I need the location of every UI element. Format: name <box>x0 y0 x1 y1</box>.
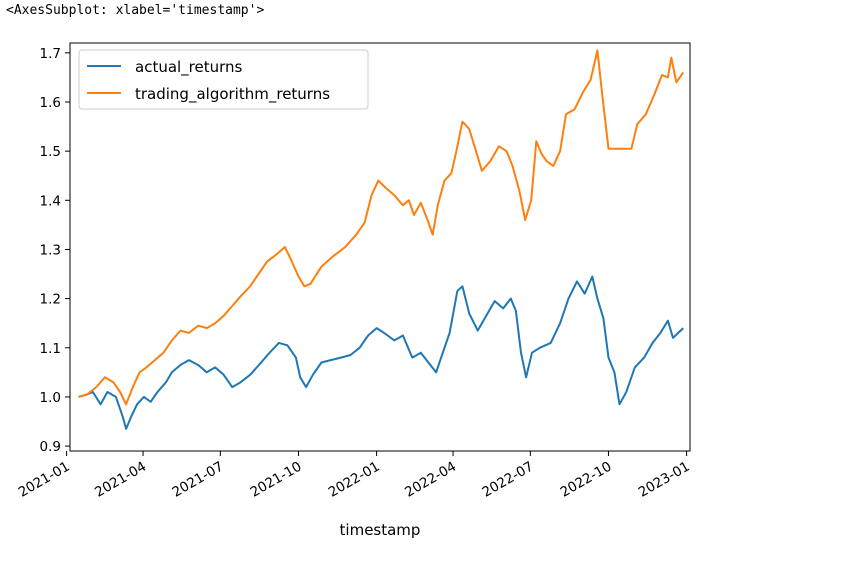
y-tick-label: 1.3 <box>40 242 61 258</box>
legend: actual_returns trading_algorithm_returns <box>78 49 369 110</box>
series-line-actual-returns <box>78 275 684 430</box>
x-axis: 2021-01 2021-04 2021-07 2021-10 2022-01 2022-… <box>16 451 693 501</box>
y-tick-label: 1.6 <box>40 95 61 111</box>
x-tick-label: 2022-04 <box>402 459 459 501</box>
x-tick-label: 2021-01 <box>16 459 73 501</box>
x-tick-label: 2022-01 <box>326 459 383 501</box>
x-tick-label: 2021-07 <box>169 459 226 501</box>
y-tick-label: 0.9 <box>40 439 61 455</box>
y-tick-label: 1.2 <box>40 292 61 308</box>
y-axis: 0.9 1.0 1.1 1.2 1.3 1.4 1.5 1.6 1.7 <box>40 46 70 455</box>
output-repr: <AxesSubplot: xlabel='timestamp'> <box>6 3 265 18</box>
series-line-trading-algorithm-returns <box>78 49 685 406</box>
x-tick-label: 2021-04 <box>92 459 149 501</box>
series-layer <box>78 49 685 430</box>
x-axis-label: timestamp <box>340 521 421 539</box>
x-tick-label: 2022-07 <box>479 459 536 501</box>
legend-label-actual-returns: actual_returns <box>135 58 243 77</box>
y-tick-label: 1.7 <box>40 46 61 62</box>
axes-frame <box>69 42 691 452</box>
y-tick-label: 1.0 <box>40 390 61 406</box>
legend-box <box>78 49 369 110</box>
x-tick-label: 2022-10 <box>558 459 615 501</box>
y-tick-label: 1.1 <box>40 341 61 357</box>
y-tick-label: 1.5 <box>40 144 61 160</box>
x-tick-label: 2023-01 <box>636 459 693 501</box>
plot-area <box>70 43 690 451</box>
x-tick-label: 2021-10 <box>248 459 305 501</box>
legend-label-trading-algorithm-returns: trading_algorithm_returns <box>135 85 330 104</box>
y-tick-label: 1.4 <box>40 193 61 209</box>
